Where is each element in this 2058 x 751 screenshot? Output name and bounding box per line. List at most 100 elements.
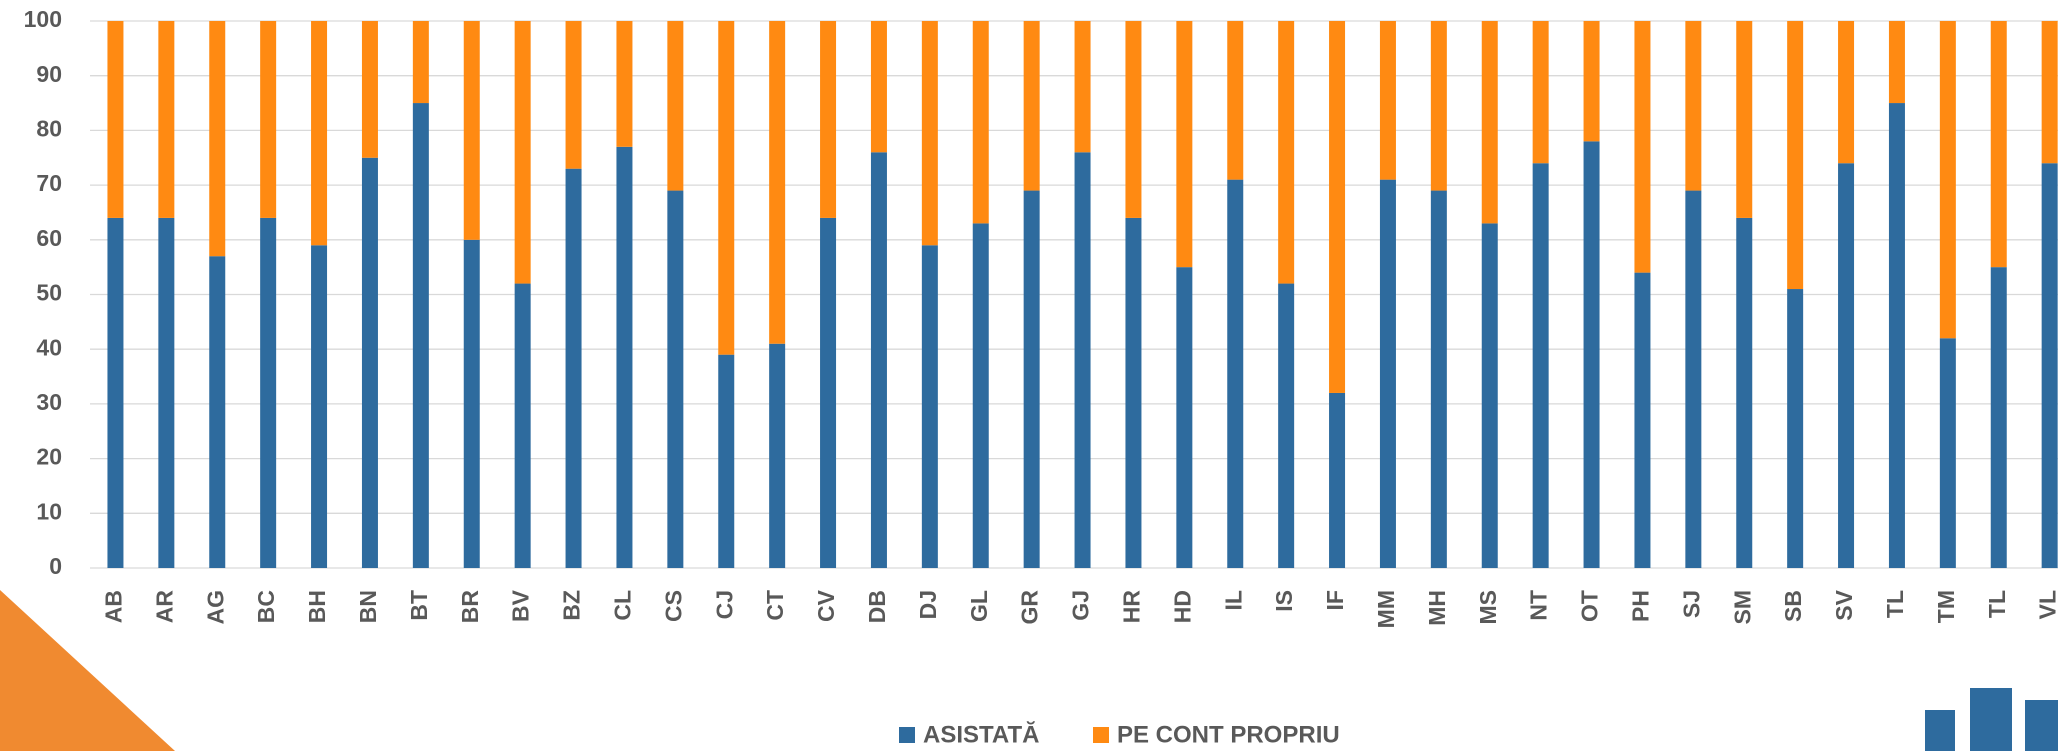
x-tick-label: DJ (915, 590, 941, 619)
bar-segment (158, 218, 174, 568)
x-tick-label: NT (1526, 590, 1552, 621)
bar-segment (1024, 191, 1040, 568)
bar-segment (871, 21, 887, 152)
bar-segment (1889, 21, 1905, 103)
bar-segment (260, 218, 276, 568)
page: {"chart_data": {"type": "bar", "stacked"… (0, 0, 2058, 751)
x-tick-label: IS (1271, 590, 1297, 612)
bar-segment (1431, 21, 1447, 191)
bar-segment (209, 21, 225, 256)
bar-segment (1685, 191, 1701, 568)
bar-segment (464, 240, 480, 568)
y-tick-label: 40 (36, 334, 62, 360)
bar-segment (820, 21, 836, 218)
x-tick-label: AG (202, 590, 228, 625)
x-tick-label: DB (864, 590, 890, 623)
bar-segment (1380, 21, 1396, 180)
x-tick-label: AR (151, 590, 177, 624)
legend-label: PE CONT PROPRIU (1117, 721, 1340, 748)
y-tick-label: 70 (36, 170, 62, 196)
bar-segment (820, 218, 836, 568)
x-tick-label: BC (253, 590, 279, 623)
x-tick-label: CV (813, 589, 839, 622)
y-tick-label: 20 (36, 444, 62, 470)
bar-segment (362, 21, 378, 158)
bar-segment (1176, 21, 1192, 267)
y-tick-label: 100 (24, 6, 62, 32)
bar-segment (1329, 21, 1345, 393)
chart: 0102030405060708090100ABARAGBCBHBNBTBRBV… (0, 0, 2058, 751)
bar-segment (209, 256, 225, 568)
y-tick-label: 90 (36, 61, 62, 87)
bar-segment (1380, 180, 1396, 568)
bar-segment (1889, 103, 1905, 568)
bar-segment (718, 355, 734, 568)
y-tick-label: 60 (36, 225, 62, 251)
x-tick-label: BN (355, 590, 381, 623)
x-tick-label: BR (457, 590, 483, 624)
bar-segment (871, 152, 887, 568)
x-tick-label: HD (1169, 590, 1195, 623)
x-tick-label: MM (1373, 590, 1399, 628)
bar-segment (922, 245, 938, 568)
x-tick-label: TL (1984, 590, 2010, 618)
x-tick-label: BH (304, 590, 330, 623)
bar-segment (1787, 289, 1803, 568)
x-tick-label: HR (1119, 590, 1145, 624)
bar-segment (566, 21, 582, 169)
bar-segment (1024, 21, 1040, 191)
bar-segment (667, 21, 683, 191)
x-tick-label: SV (1831, 589, 1857, 620)
x-tick-label: CS (660, 590, 686, 622)
x-tick-label: BZ (559, 590, 585, 621)
x-tick-label: AB (101, 590, 127, 623)
x-tick-label: MH (1424, 590, 1450, 626)
bar-segment (1075, 152, 1091, 568)
bar-segment (1482, 21, 1498, 223)
x-tick-label: CT (762, 590, 788, 621)
bar-segment (515, 21, 531, 284)
bar-segment (2042, 21, 2058, 163)
bar-segment (769, 344, 785, 568)
bar-segment (616, 147, 632, 568)
bar-segment (1940, 21, 1956, 338)
x-tick-label: CJ (711, 590, 737, 619)
bar-segment (1482, 223, 1498, 568)
decor-triangle (0, 590, 175, 751)
bar-segment (1584, 21, 1600, 141)
bar-segment (1736, 21, 1752, 218)
bar-segment (1227, 180, 1243, 568)
bar-segment (922, 21, 938, 245)
bar-segment (1685, 21, 1701, 191)
y-tick-label: 30 (36, 389, 62, 415)
x-tick-label: SM (1729, 590, 1755, 625)
bar-segment (667, 191, 683, 568)
bar-segment (1634, 21, 1650, 273)
bar-segment (1838, 21, 1854, 163)
bar-segment (1634, 273, 1650, 568)
legend-swatch (899, 727, 915, 743)
bar-segment (1227, 21, 1243, 180)
bar-segment (107, 218, 123, 568)
y-tick-label: 0 (49, 553, 62, 579)
bar-segment (1736, 218, 1752, 568)
y-tick-label: 10 (36, 498, 62, 524)
bar-segment (973, 21, 989, 223)
x-tick-label: TL (1882, 590, 1908, 618)
legend-label: ASISTATĂ (923, 720, 1039, 748)
bar-segment (1584, 141, 1600, 568)
x-tick-label: GJ (1068, 590, 1094, 621)
bar-segment (1787, 21, 1803, 289)
bar-segment (769, 21, 785, 344)
bar-segment (566, 169, 582, 568)
x-tick-label: BT (406, 590, 432, 621)
bar-segment (1991, 21, 2007, 267)
x-tick-label: SJ (1678, 590, 1704, 618)
x-tick-label: TM (1933, 590, 1959, 623)
y-tick-label: 80 (36, 115, 62, 141)
x-tick-label: BV (508, 589, 534, 622)
bar-segment (1278, 21, 1294, 284)
bar-segment (515, 284, 531, 568)
bar-segment (311, 21, 327, 245)
bar-segment (260, 21, 276, 218)
